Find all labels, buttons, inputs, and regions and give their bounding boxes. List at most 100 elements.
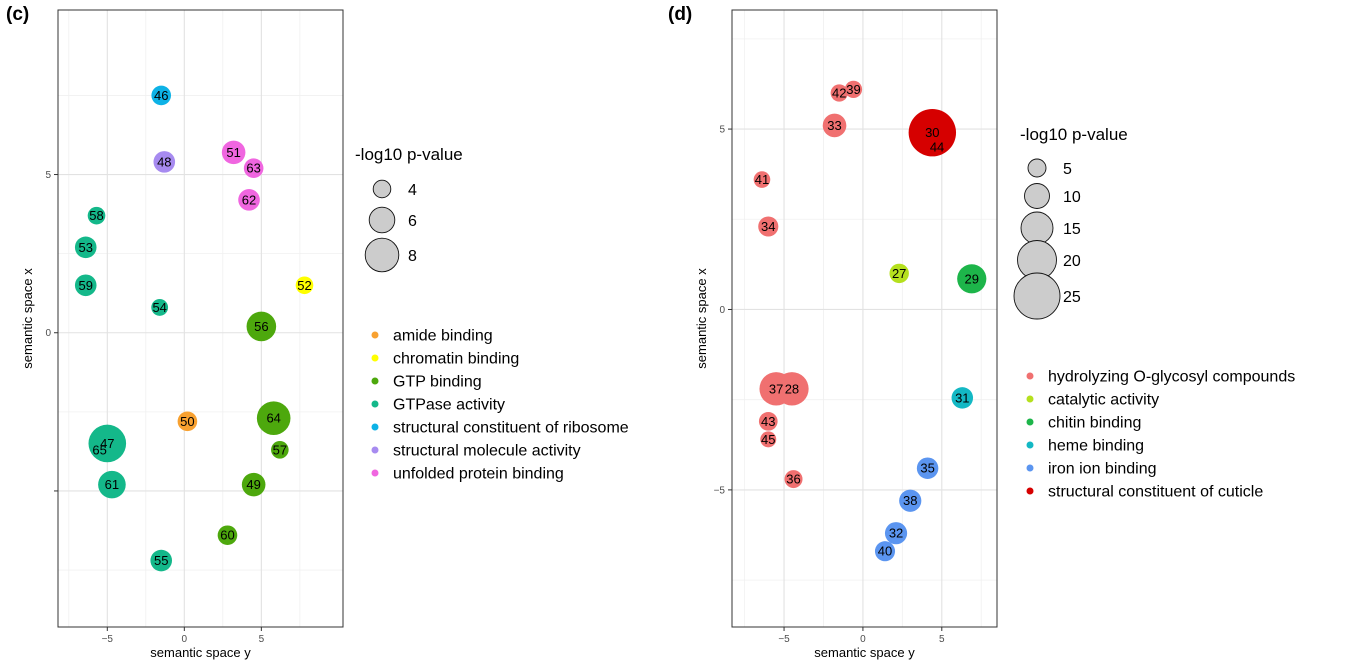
size-legend-key — [368, 206, 396, 234]
point-label: 46 — [154, 88, 168, 103]
color-legend-label: structural constituent of ribosome — [393, 420, 629, 437]
gridlines — [58, 10, 343, 627]
point-label: 35 — [920, 461, 934, 476]
data-point — [151, 85, 172, 106]
point-label: 65 — [92, 442, 106, 457]
x-tick-label: 5 — [259, 634, 265, 645]
data-point — [951, 387, 974, 409]
data-point — [760, 431, 777, 448]
color-legend-label: GTP binding — [393, 374, 482, 391]
color-legend-key — [1026, 487, 1034, 495]
color-legend-key — [371, 469, 379, 477]
data-point — [98, 470, 126, 499]
point-label: 38 — [903, 493, 917, 508]
data-point — [87, 206, 106, 225]
axes: −5 0 50 5 semantic space y semantic space x — [20, 170, 265, 660]
data-point — [256, 401, 291, 435]
color-legend-key — [1026, 441, 1034, 449]
color-legend-key — [371, 446, 379, 454]
data-point — [784, 470, 803, 489]
data-point — [150, 549, 173, 572]
color-legend-label: structural constituent of cuticle — [1048, 484, 1263, 501]
point-label: 44 — [930, 140, 944, 155]
point-label: 33 — [827, 118, 841, 133]
point-label: 41 — [755, 172, 769, 187]
y-axis-label: semantic space x — [20, 268, 35, 369]
point-label: 30 — [925, 125, 939, 140]
data-point — [775, 372, 809, 406]
point-label: 47 — [100, 436, 114, 451]
size-legend-label: 20 — [1063, 253, 1081, 270]
data-point — [957, 264, 987, 294]
x-axis-label: semantic space y — [150, 645, 251, 660]
x-tick-label: −5 — [778, 634, 790, 645]
y-tick-label: 5 — [45, 170, 51, 181]
point-label: 48 — [157, 154, 171, 169]
point-label: 37 — [769, 381, 783, 396]
color-legend-key — [371, 354, 379, 362]
size-legend-label: 8 — [408, 248, 417, 265]
data-point — [241, 472, 266, 497]
x-tick-label: 0 — [182, 634, 188, 645]
point-label: 53 — [78, 240, 92, 255]
color-legend-label: unfolded protein binding — [393, 466, 564, 483]
point-label: 61 — [105, 477, 119, 492]
data-point — [758, 216, 779, 237]
point-label: 27 — [892, 266, 906, 281]
color-legend-label: heme binding — [1048, 438, 1144, 455]
axes: −5 0 5 −5 0 5 semantic space y semantic space x — [694, 125, 945, 660]
x-tick-label: 0 — [860, 634, 866, 645]
data-point — [753, 171, 771, 188]
size-legend-key — [372, 179, 392, 199]
color-legend-label: chromatin binding — [393, 351, 519, 368]
point-label: 62 — [242, 192, 256, 207]
point-label: 43 — [761, 414, 775, 429]
color-legend-key — [1026, 464, 1034, 472]
data-point — [88, 424, 127, 463]
panel-label: (d) — [668, 4, 692, 25]
color-legend-key — [1026, 372, 1034, 380]
point-label: 54 — [152, 300, 166, 315]
data-point — [844, 80, 863, 99]
color-legend-key — [1026, 395, 1034, 403]
x-tick-label: 5 — [939, 634, 945, 645]
size-legend-key — [1027, 158, 1047, 178]
color-legend-label: structural molecule activity — [393, 443, 581, 460]
size-legend-key — [1013, 272, 1061, 320]
point-label: 58 — [89, 208, 103, 223]
size-legend-title: -log10 p-value — [355, 145, 463, 164]
point-label: 34 — [761, 219, 775, 234]
data-point — [295, 276, 314, 295]
size-legend-label: 25 — [1063, 289, 1081, 306]
point-label: 32 — [889, 526, 903, 541]
data-point — [221, 140, 246, 165]
point-label: 55 — [154, 553, 168, 568]
point-label: 50 — [180, 414, 194, 429]
plot-border — [57, 9, 344, 628]
size-legend-label: 6 — [408, 213, 417, 230]
point-label: 57 — [273, 442, 287, 457]
data-point — [153, 151, 176, 173]
point-label: 29 — [965, 271, 979, 286]
data-point — [238, 189, 260, 211]
point-label: 64 — [266, 411, 280, 426]
color-legend-label: hydrolyzing O-glycosyl compounds — [1048, 369, 1295, 386]
color-legend-key — [371, 400, 379, 408]
x-tick-label: −5 — [102, 634, 114, 645]
y-tick-label: 5 — [719, 125, 725, 136]
size-legend-key — [1020, 211, 1054, 245]
size-legend-label: 5 — [1063, 161, 1072, 178]
gridlines — [732, 10, 997, 627]
size-legend-key — [1024, 183, 1050, 209]
point-label: 31 — [955, 390, 969, 405]
color-legend-key — [371, 331, 379, 339]
point-label: 52 — [297, 278, 311, 293]
point-label: 42 — [832, 85, 846, 100]
color-legend-key — [1026, 418, 1034, 426]
x-axis-label: semantic space y — [814, 645, 915, 660]
point-label: 56 — [254, 319, 268, 334]
